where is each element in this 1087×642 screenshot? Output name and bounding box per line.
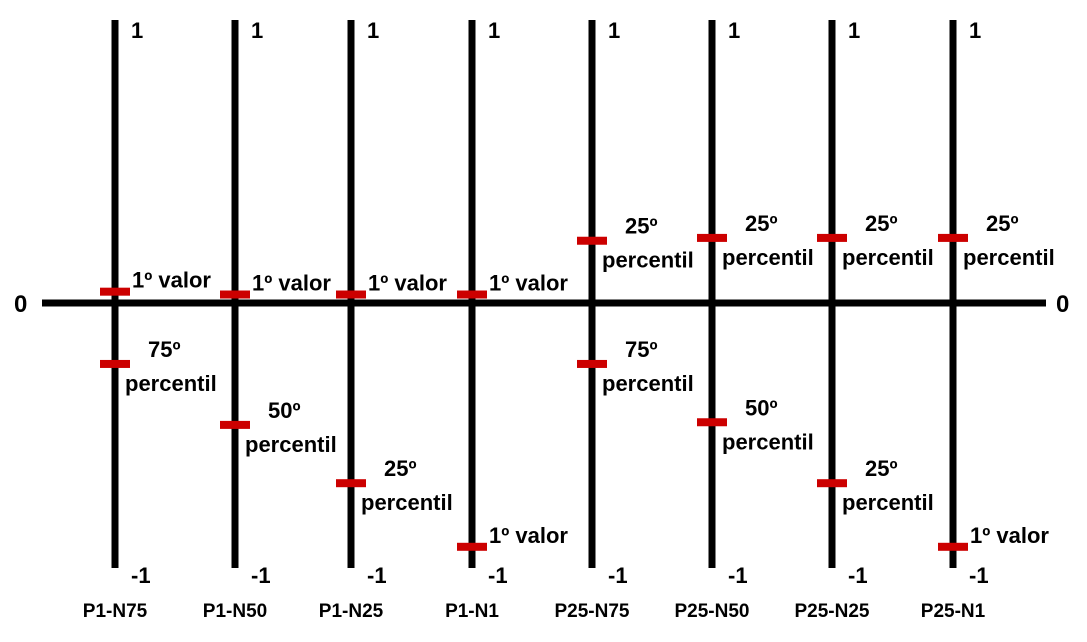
column-p25-n1: 1 -1 P25-N1 25º percentil 1º valor <box>921 18 1055 622</box>
marker-label-line: percentil <box>842 490 934 515</box>
column-p1-n1: 1 -1 P1-N1 1º valor 1º valor <box>445 18 568 622</box>
marker-label: 25º percentil <box>963 211 1055 270</box>
marker-label: 25º percentil <box>722 211 814 270</box>
marker-label: 1º valor <box>132 268 211 293</box>
marker-tick <box>938 542 968 551</box>
column-name-label: P25-N1 <box>921 601 986 622</box>
bottom-label: -1 <box>131 563 151 588</box>
marker-label-line: percentil <box>602 248 694 273</box>
columns-group: 1 -1 P1-N75 1º valor 75º percentil 1 -1 P1-N50 1º… <box>83 18 1055 622</box>
marker-tick <box>100 359 130 368</box>
marker-label-line: percentil <box>842 245 934 270</box>
top-label: 1 <box>251 18 263 43</box>
marker-label-line: 75º <box>148 337 181 362</box>
column-name-label: P1-N50 <box>203 601 267 622</box>
marker-label-line: percentil <box>125 371 217 396</box>
marker-tick <box>577 359 607 368</box>
marker-tick <box>100 287 130 296</box>
marker-tick <box>336 290 366 299</box>
marker-label-line: 25º <box>986 211 1019 236</box>
top-label: 1 <box>969 18 981 43</box>
bottom-label: -1 <box>969 563 989 588</box>
top-label: 1 <box>848 18 860 43</box>
marker-label: 25º percentil <box>842 456 934 515</box>
marker-tick <box>220 420 250 429</box>
top-label: 1 <box>131 18 143 43</box>
marker-label: 50º percentil <box>722 395 814 454</box>
column-name-label: P1-N25 <box>319 601 384 622</box>
bottom-label: -1 <box>608 563 628 588</box>
marker-label-line: percentil <box>602 371 694 396</box>
bottom-label: -1 <box>848 563 868 588</box>
marker-tick <box>817 233 847 242</box>
column-p1-n75: 1 -1 P1-N75 1º valor 75º percentil <box>83 18 217 622</box>
zero-label-left: 0 <box>14 291 27 318</box>
marker-label-line: percentil <box>722 245 814 270</box>
marker-label: 25º percentil <box>361 456 453 515</box>
marker-label: 50º percentil <box>245 398 337 457</box>
marker-label-line: 25º <box>865 456 898 481</box>
marker-tick <box>457 542 487 551</box>
marker-tick <box>697 233 727 242</box>
column-name-label: P1-N75 <box>83 601 148 622</box>
marker-tick <box>220 290 250 299</box>
marker-label: 1º valor <box>252 271 331 296</box>
marker-tick <box>457 290 487 299</box>
marker-label-line: 50º <box>745 395 778 420</box>
top-label: 1 <box>728 18 740 43</box>
marker-label-line: percentil <box>963 245 1055 270</box>
marker-label-line: 50º <box>268 398 301 423</box>
column-name-label: P1-N1 <box>445 601 499 622</box>
marker-tick <box>817 479 847 488</box>
top-label: 1 <box>608 18 620 43</box>
marker-tick <box>697 418 727 427</box>
marker-label: 1º valor <box>368 271 447 296</box>
column-p1-n25: 1 -1 P1-N25 1º valor 25º percentil <box>319 18 453 622</box>
marker-label-line: percentil <box>361 490 453 515</box>
column-name-label: P25-N75 <box>555 601 630 622</box>
marker-label: 25º percentil <box>842 211 934 270</box>
column-name-label: P25-N50 <box>675 601 750 622</box>
marker-label-line: percentil <box>722 429 814 454</box>
marker-label-line: 25º <box>625 214 658 239</box>
marker-label-line: percentil <box>245 432 337 457</box>
marker-label: 25º percentil <box>602 214 694 273</box>
column-p25-n75: 1 -1 P25-N75 25º percentil 75º percentil <box>555 18 694 622</box>
zero-label-right: 0 <box>1056 291 1069 318</box>
column-name-label: P25-N25 <box>795 601 870 622</box>
top-label: 1 <box>488 18 500 43</box>
bottom-label: -1 <box>728 563 748 588</box>
marker-label-line: 25º <box>384 456 417 481</box>
marker-tick <box>336 479 366 488</box>
marker-label: 1º valor <box>489 523 568 548</box>
bottom-label: -1 <box>488 563 508 588</box>
marker-label-line: 25º <box>865 211 898 236</box>
marker-label: 75º percentil <box>125 337 217 396</box>
marker-tick <box>938 233 968 242</box>
marker-label-line: 75º <box>625 337 658 362</box>
marker-label-line: 25º <box>745 211 778 236</box>
marker-label: 1º valor <box>970 523 1049 548</box>
column-p25-n25: 1 -1 P25-N25 25º percentil 25º percentil <box>795 18 934 622</box>
column-p25-n50: 1 -1 P25-N50 25º percentil 50º percentil <box>675 18 814 622</box>
top-label: 1 <box>367 18 379 43</box>
marker-label: 1º valor <box>489 271 568 296</box>
bottom-label: -1 <box>367 563 387 588</box>
marker-tick <box>577 236 607 245</box>
column-p1-n50: 1 -1 P1-N50 1º valor 50º percentil <box>203 18 337 622</box>
bottom-label: -1 <box>251 563 271 588</box>
marker-label: 75º percentil <box>602 337 694 396</box>
